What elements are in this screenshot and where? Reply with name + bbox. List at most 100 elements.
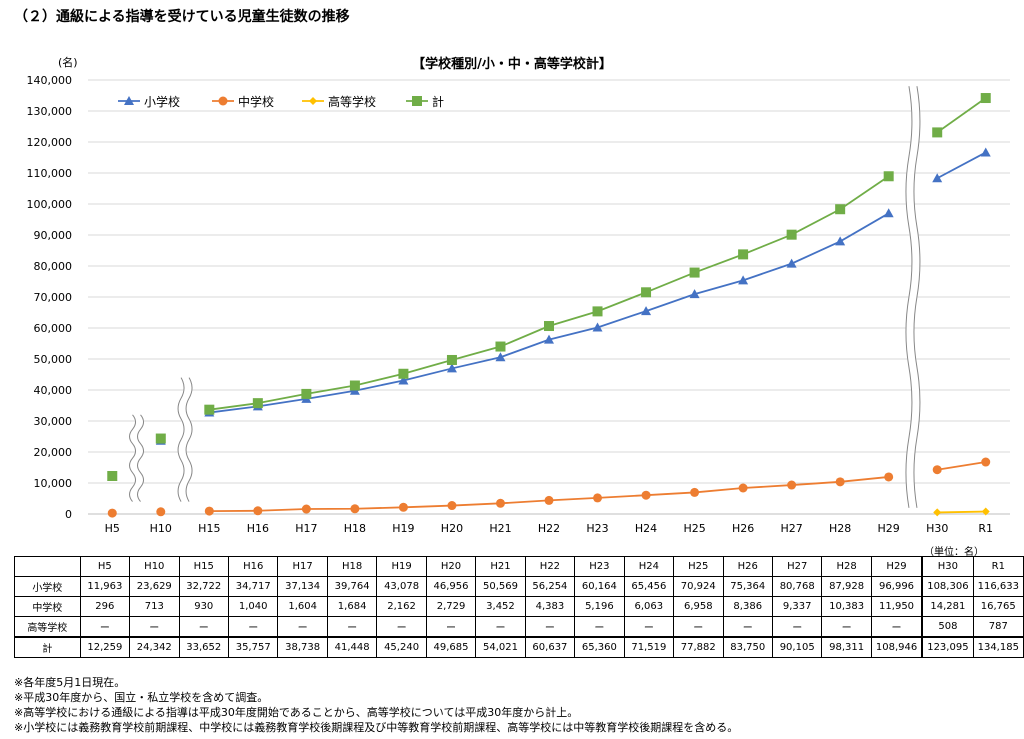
table-cell: 4,383 — [524, 596, 576, 617]
table-cell: 2,729 — [425, 596, 477, 617]
gridlines — [88, 79, 1010, 515]
data-point — [124, 96, 134, 105]
table-cell: 1,040 — [227, 596, 279, 617]
table-cell: 56,254 — [524, 576, 576, 597]
y-tick-label: 60,000 — [34, 322, 73, 335]
x-tick-label: H17 — [295, 522, 317, 535]
table-cell: ー — [574, 616, 625, 638]
table-cell: 33,652 — [178, 636, 229, 658]
table-cell: 96,996 — [870, 576, 923, 597]
table-row: 高等学校ーーーーーーーーーーーーーーーーー 508 787 — [14, 616, 1024, 638]
table-cell: 11,950 — [870, 596, 923, 617]
data-point — [884, 472, 894, 482]
series-line — [209, 476, 889, 513]
series-group — [107, 93, 991, 518]
table-cell: 116,633 — [972, 576, 1024, 597]
y-tick-label: 40,000 — [34, 384, 73, 397]
data-point — [398, 368, 409, 379]
axis-break-line — [137, 414, 145, 502]
table-cell: 65,360 — [574, 636, 625, 658]
x-tick-label: H10 — [150, 522, 172, 535]
table-cell: 43,078 — [376, 576, 427, 597]
table-cell: 787 — [972, 616, 1024, 638]
table-cell: H10 — [129, 556, 180, 577]
x-tick-label: H21 — [489, 522, 511, 535]
table-cell: H15 — [178, 556, 229, 577]
table-cell: ー — [277, 616, 328, 638]
series-line — [936, 97, 987, 134]
data-point — [253, 506, 263, 516]
y-axis-unit: (名) — [58, 55, 78, 69]
table-cell: H16 — [227, 556, 279, 577]
data-point — [835, 204, 846, 215]
table-cell: 32,722 — [178, 576, 229, 597]
legend: 小学校 中学校 高等学校 計 — [118, 94, 444, 109]
table-cell: 80,768 — [771, 576, 823, 597]
data-table: H5 H10 H15 H16 H17 H18 H19 H20 H21 H22 H23 H24 H25 H2… — [14, 556, 1024, 658]
y-tick-label: 50,000 — [34, 353, 73, 366]
table-cell: ー — [79, 616, 131, 638]
axis-break — [177, 375, 193, 504]
data-point — [835, 236, 846, 246]
data-point — [107, 508, 117, 518]
table-cell: 1,684 — [326, 596, 378, 617]
series-line — [937, 510, 986, 514]
axis-break-band — [905, 85, 921, 509]
x-tick-label: R1 — [978, 522, 993, 535]
table-cell: 87,928 — [821, 576, 872, 597]
table-cell: 50,569 — [475, 576, 526, 597]
x-tick-label: H24 — [635, 522, 657, 535]
table-cell: 38,738 — [277, 636, 328, 658]
data-point — [592, 306, 603, 317]
table-cell: 60,164 — [574, 576, 625, 597]
axis-break-line — [185, 377, 193, 502]
table-cell: 11,963 — [79, 576, 131, 597]
table-cell: 14,281 — [921, 596, 974, 617]
table-row: 中学校 296 713 930 1,040 1,604 1,684 2,162 2,729 3,4… — [14, 596, 1024, 617]
legend-label: 小学校 — [144, 94, 180, 109]
table-cell: 54,021 — [475, 636, 526, 658]
data-point — [883, 208, 894, 218]
data-point — [592, 322, 603, 332]
table-cell: 98,311 — [821, 636, 872, 658]
table-cell: 2,162 — [376, 596, 427, 617]
x-tick-label: H19 — [392, 522, 414, 535]
data-point — [349, 380, 360, 391]
table-cell: H28 — [821, 556, 872, 577]
x-tick-label: H18 — [344, 522, 366, 535]
x-tick-label: H28 — [829, 522, 851, 535]
axis-break — [129, 411, 145, 505]
table-cell: 49,685 — [425, 636, 477, 658]
data-point — [544, 321, 554, 332]
table-cell: H17 — [277, 556, 328, 577]
table-cell: 75,364 — [722, 576, 773, 597]
data-point — [301, 504, 311, 514]
table-cell: 134,185 — [972, 636, 1024, 658]
table-cell: 1,604 — [277, 596, 328, 617]
footnote: ※各年度5月1日現在。 — [14, 676, 126, 689]
data-point — [641, 490, 651, 500]
series-line — [209, 212, 890, 414]
table-cell: 45,240 — [376, 636, 427, 658]
table-cell: 83,750 — [722, 636, 773, 658]
x-tick-label: H16 — [247, 522, 269, 535]
x-tick-label: H20 — [441, 522, 463, 535]
data-point — [786, 258, 797, 268]
data-point — [932, 127, 943, 138]
chart-title: 【学校種別/小・中・高等学校計】 — [412, 56, 612, 72]
data-point — [301, 388, 312, 399]
y-tick-label: 100,000 — [27, 198, 73, 211]
table-cell: 3,452 — [475, 596, 526, 617]
data-point — [981, 457, 991, 467]
x-tick-labels: H5 H10 H15 H16 H17 H18 H19 H20 H21 H22 H23 H24 H25 H2… — [105, 522, 993, 535]
table-cell: 46,956 — [425, 576, 477, 597]
footnotes: ※各年度5月1日現在。 ※平成30年度から、国立・私立学校を含めて調査。 ※高等学校… — [14, 675, 738, 735]
data-point — [495, 341, 506, 352]
footnote: ※高等学校における通級による指導は平成30年度開始であることから、高等学校につい… — [14, 706, 579, 719]
y-tick-labels: 0 10,000 20,000 30,000 40,000 50,000 60,000 70,… — [27, 74, 73, 521]
row-header: 小学校 — [14, 576, 81, 597]
axis-break-line — [177, 377, 185, 502]
y-tick-label: 0 — [65, 508, 72, 521]
series-line — [936, 151, 987, 180]
series-square — [107, 93, 991, 481]
